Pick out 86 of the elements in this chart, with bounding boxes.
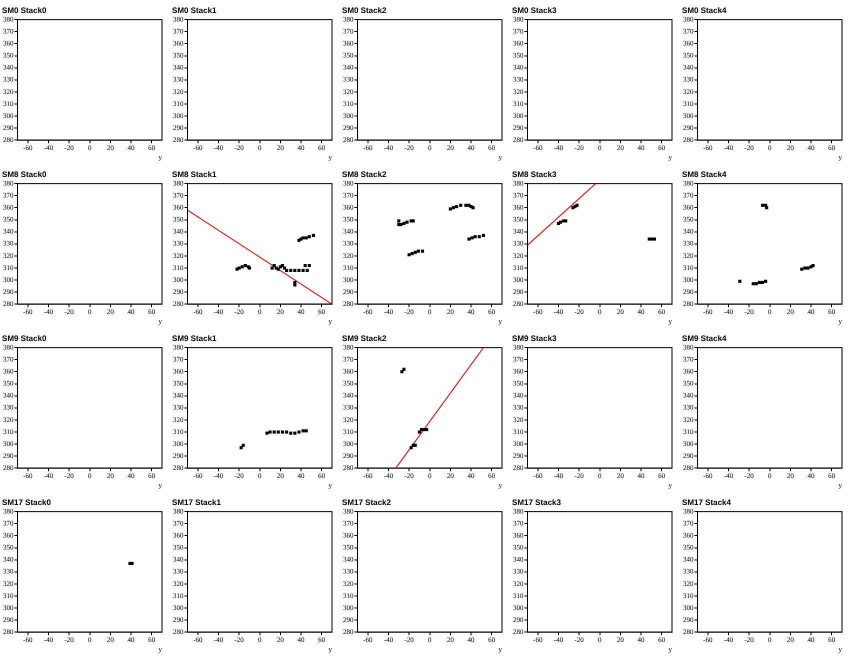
point bbox=[272, 264, 276, 268]
chart-title: SM17 Stack3 bbox=[512, 498, 562, 508]
point bbox=[306, 268, 309, 272]
point bbox=[765, 206, 768, 210]
point bbox=[302, 268, 305, 272]
point bbox=[455, 204, 458, 208]
point bbox=[652, 238, 656, 241]
chart-title: SM9 Stack2 bbox=[342, 334, 388, 344]
point bbox=[800, 268, 804, 271]
point bbox=[308, 264, 311, 268]
point bbox=[467, 238, 471, 241]
point bbox=[414, 250, 417, 254]
point bbox=[293, 280, 296, 284]
point bbox=[420, 250, 424, 253]
point bbox=[410, 446, 413, 450]
point bbox=[470, 236, 474, 240]
chart-title: SM17 Stack4 bbox=[682, 498, 732, 508]
point bbox=[297, 430, 301, 434]
point bbox=[289, 268, 292, 272]
point bbox=[302, 236, 305, 240]
chart-title: SM0 Stack2 bbox=[342, 6, 388, 16]
point bbox=[803, 266, 806, 270]
point bbox=[459, 204, 462, 207]
point bbox=[464, 204, 468, 207]
point bbox=[752, 282, 755, 286]
point bbox=[482, 234, 485, 238]
point bbox=[397, 219, 400, 223]
chart-title: SM0 Stack1 bbox=[172, 6, 218, 16]
chart-title: SM17 Stack2 bbox=[342, 498, 392, 508]
point bbox=[448, 207, 452, 210]
chart-title: SM17 Stack1 bbox=[172, 498, 222, 508]
point bbox=[276, 430, 280, 434]
point bbox=[304, 264, 307, 268]
point bbox=[242, 444, 245, 447]
point bbox=[405, 220, 409, 224]
point bbox=[738, 280, 742, 283]
point bbox=[293, 432, 296, 435]
point bbox=[308, 235, 311, 238]
point bbox=[416, 250, 420, 253]
chart-title: SM8 Stack1 bbox=[172, 170, 218, 180]
point bbox=[760, 280, 764, 284]
point bbox=[402, 222, 406, 225]
chart-title: SM17 Stack0 bbox=[2, 498, 52, 508]
point bbox=[240, 265, 244, 268]
point bbox=[265, 432, 269, 435]
point bbox=[285, 430, 288, 434]
point bbox=[402, 368, 406, 371]
chart-title: SM8 Stack3 bbox=[512, 170, 558, 180]
point bbox=[289, 432, 292, 435]
point bbox=[304, 429, 308, 432]
point bbox=[758, 280, 761, 284]
chart-title: SM0 Stack3 bbox=[512, 6, 558, 16]
point bbox=[754, 282, 758, 286]
point bbox=[474, 235, 477, 238]
chart-title: SM9 Stack0 bbox=[2, 334, 48, 344]
point bbox=[285, 268, 288, 272]
point bbox=[293, 268, 296, 272]
point bbox=[472, 206, 475, 210]
point bbox=[420, 428, 424, 432]
point bbox=[297, 268, 301, 272]
point bbox=[272, 430, 276, 434]
point bbox=[410, 252, 414, 256]
point bbox=[812, 264, 815, 268]
point bbox=[238, 266, 241, 270]
chart-title: SM8 Stack2 bbox=[342, 170, 388, 180]
point bbox=[452, 206, 456, 210]
point bbox=[240, 446, 243, 450]
point bbox=[244, 264, 247, 268]
chart-title: SM9 Stack1 bbox=[172, 334, 218, 344]
chart-title: SM9 Stack3 bbox=[512, 334, 558, 344]
point bbox=[400, 370, 404, 374]
point bbox=[312, 234, 315, 238]
point bbox=[764, 280, 768, 283]
chart-title: SM8 Stack0 bbox=[2, 170, 48, 180]
chart-title: SM0 Stack0 bbox=[2, 6, 48, 16]
point bbox=[760, 204, 764, 207]
chart-title: SM9 Stack4 bbox=[682, 334, 728, 344]
point bbox=[302, 429, 305, 432]
point bbox=[478, 235, 481, 238]
point bbox=[408, 253, 411, 256]
chart-title: SM8 Stack4 bbox=[682, 170, 728, 180]
point bbox=[304, 236, 308, 240]
point bbox=[280, 430, 284, 434]
point bbox=[268, 430, 272, 434]
point bbox=[806, 266, 810, 270]
chart-title: SM0 Stack4 bbox=[682, 6, 728, 16]
